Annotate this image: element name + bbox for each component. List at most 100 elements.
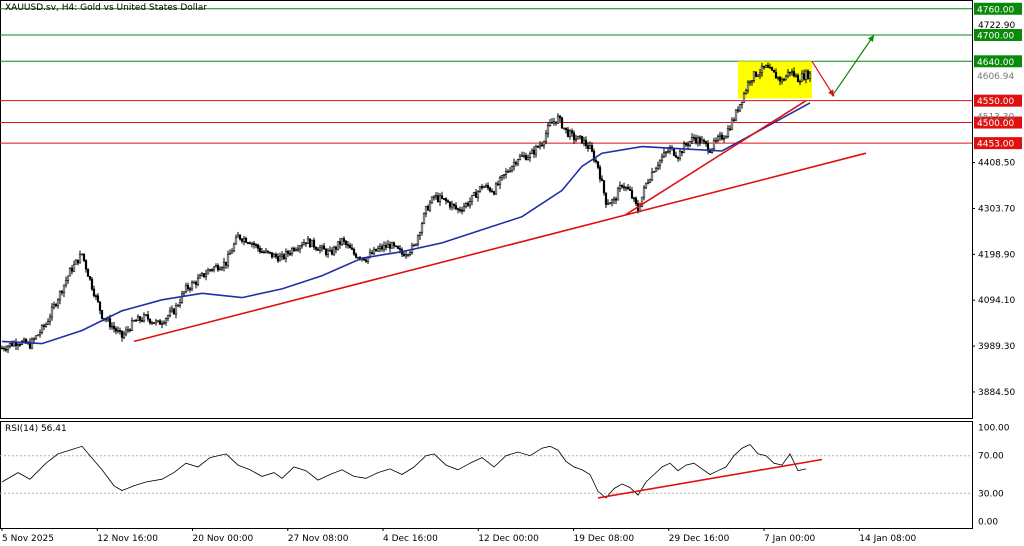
candle-body [48,316,52,322]
candle-body [408,252,412,255]
candle-body [100,310,104,319]
candle-body [62,284,66,294]
candle-body [648,179,652,183]
candle-body [452,203,456,206]
candle-body [676,156,680,159]
candle-body [590,145,594,152]
candles [0,62,812,354]
candle-body [294,249,298,251]
candle-body [0,347,4,350]
candle-body [664,151,668,154]
candle-body [716,136,720,141]
candle-body [182,291,186,295]
candle-body [292,248,296,251]
rsi-tick-label: 100.00 [978,424,1010,434]
candle-body [726,128,730,137]
candle-body [86,268,90,277]
candle-body [78,253,82,264]
candle-body [702,139,706,142]
level-badge-label: 4700.00 [977,32,1014,42]
candle-body [412,244,416,247]
candle-body [592,150,596,161]
candle-body [570,130,574,134]
candle-body [458,209,462,211]
candle-body [490,190,494,193]
level-badge [974,94,1022,107]
candle-body [580,135,584,144]
candle-body [168,310,172,317]
candle-body [402,253,406,257]
candle-body [386,243,390,248]
candle-body [604,192,608,205]
candle-body [286,251,290,254]
candle-body [204,273,208,277]
candle-body [508,170,512,173]
candle-body [504,171,508,175]
candle-body [230,250,234,254]
level-badge-label: 4640.00 [977,58,1014,68]
candle-body [642,187,646,198]
candle-body [672,148,676,156]
candle-body [256,244,260,249]
candle-body [138,316,142,321]
candle-body [328,249,332,252]
candle-body [800,73,804,82]
candle-body [724,136,728,139]
candle-body [598,167,602,180]
candle-body [324,248,328,255]
candle-body [118,330,122,332]
rsi-tick-label: 30.00 [978,489,1004,499]
candle-body [686,144,690,146]
candle-body [540,144,544,147]
candle-body [22,339,26,342]
candle-body [736,109,740,112]
price-level-label: 4722.90 [978,21,1015,31]
level-badge [974,29,1022,42]
candle-body [806,70,810,79]
candle-body [450,203,454,208]
candle-body [462,206,466,211]
candle-body [6,345,10,350]
candle-body [326,250,330,255]
candle-body [530,149,534,154]
candle-body [146,314,150,320]
candle-body [190,282,194,290]
candle-body [612,198,616,201]
candle-body [238,234,242,240]
candle-body [300,244,304,247]
candle-body [506,171,510,173]
candle-body [234,236,238,245]
candle-body [262,251,266,254]
candle-body [698,137,702,144]
time-tick-label: 7 Jan 00:00 [764,534,816,544]
candle-body [466,202,470,206]
candle-body [226,254,230,266]
candle-body [12,342,16,347]
candle-body [42,325,46,327]
candle-body [416,235,420,245]
candle-body [372,248,376,255]
level-badge-label: 4760.00 [977,5,1014,15]
candle-body [546,125,550,134]
candle-body [722,137,726,140]
candle-body [196,277,200,285]
candle-body [354,253,358,258]
price-tick-label: 4094.10 [978,296,1015,306]
price-panel-frame [0,0,973,419]
candle-body [112,325,116,329]
candle-body [644,182,648,189]
candle-body [778,76,782,82]
level-badge [974,137,1022,150]
candle-body [140,320,144,322]
candle-body [250,242,254,245]
candle-body [720,134,724,140]
candle-body [144,314,148,317]
price-tick-label: 4198.90 [978,250,1015,260]
candle-body [556,115,560,124]
candle-body [178,302,182,306]
candle-body [378,246,382,249]
candle-body [376,248,380,252]
candle-body [394,245,398,248]
candle-body [630,190,634,199]
